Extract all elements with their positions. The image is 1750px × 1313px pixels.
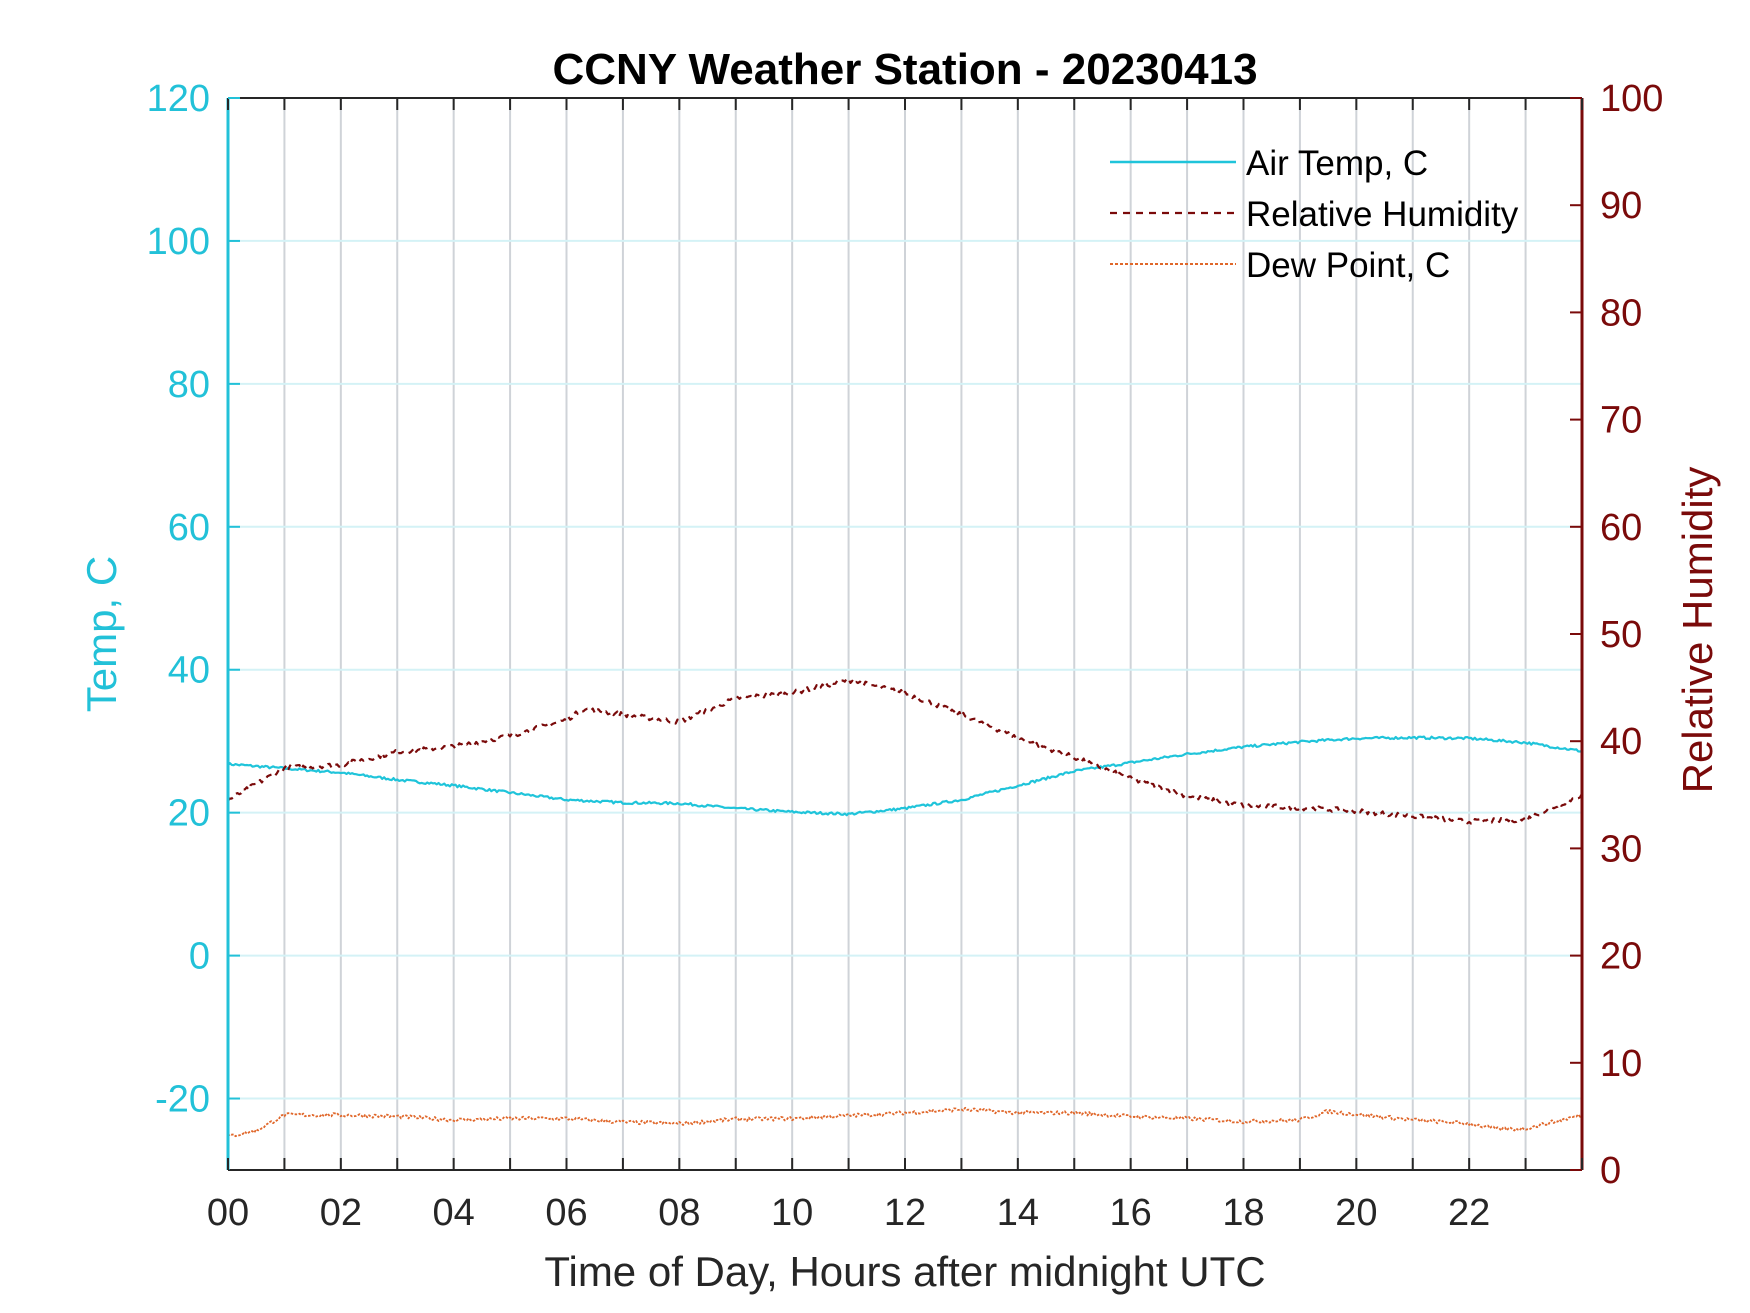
- x-tick-label: 06: [545, 1192, 587, 1234]
- x-tick-label: 10: [771, 1192, 813, 1234]
- series-humidity-line: [227, 677, 1583, 825]
- series-dew-point-line: [227, 1106, 1583, 1138]
- series-air-temp-line: [227, 735, 1583, 817]
- y-right-tick-label: 70: [1600, 400, 1642, 442]
- y-left-tick-label: 20: [168, 793, 210, 835]
- y-left-tick-label: 100: [147, 221, 210, 263]
- legend-label-air-temp: Air Temp, C: [1246, 144, 1428, 183]
- y-right-tick-label: 90: [1600, 185, 1642, 227]
- axes: 00 02 04 06 08 10 12 14 16 18 20 22-200204060801001…: [147, 78, 1664, 1234]
- legend-label-dew-point: Dew Point, C: [1246, 246, 1450, 285]
- x-tick-label: 08: [658, 1192, 700, 1234]
- y-axis-right-label: Relative Humidity: [1674, 467, 1721, 794]
- y-left-tick-label: 0: [189, 936, 210, 978]
- y-right-tick-label: 80: [1600, 292, 1642, 334]
- x-tick-label: 02: [320, 1192, 362, 1234]
- y-right-tick-label: 60: [1600, 507, 1642, 549]
- y-right-tick-label: 20: [1600, 936, 1642, 978]
- y-left-tick-label: 40: [168, 650, 210, 692]
- x-tick-label: 04: [433, 1192, 475, 1234]
- y-right-tick-label: 50: [1600, 614, 1642, 656]
- y-left-tick-label: 80: [168, 364, 210, 406]
- grid: [228, 97, 1582, 1170]
- y-left-tick-label: -20: [155, 1079, 210, 1121]
- y-left-tick-label: 60: [168, 507, 210, 549]
- x-axis-label: Time of Day, Hours after midnight UTC: [544, 1248, 1265, 1295]
- x-tick-label: 12: [884, 1192, 926, 1234]
- y-left-tick-label: 120: [147, 78, 210, 120]
- series-lines: [227, 677, 1583, 1138]
- chart-title: CCNY Weather Station - 20230413: [552, 45, 1257, 94]
- legend-label-humidity: Relative Humidity: [1246, 195, 1519, 234]
- y-right-tick-label: 0: [1600, 1150, 1621, 1192]
- x-tick-label: 22: [1448, 1192, 1490, 1234]
- x-tick-label: 14: [997, 1192, 1039, 1234]
- y-axis-left-label: Temp, C: [78, 556, 125, 712]
- x-tick-label: 18: [1222, 1192, 1264, 1234]
- x-tick-label: 20: [1335, 1192, 1377, 1234]
- y-right-tick-label: 100: [1600, 78, 1663, 120]
- y-right-tick-label: 40: [1600, 721, 1642, 763]
- legend: Air Temp, C Relative Humidity Dew Point,…: [1110, 144, 1519, 285]
- y-right-tick-label: 10: [1600, 1043, 1642, 1085]
- x-tick-label: 00: [207, 1192, 249, 1234]
- x-tick-label: 16: [1110, 1192, 1152, 1234]
- y-right-tick-label: 30: [1600, 828, 1642, 870]
